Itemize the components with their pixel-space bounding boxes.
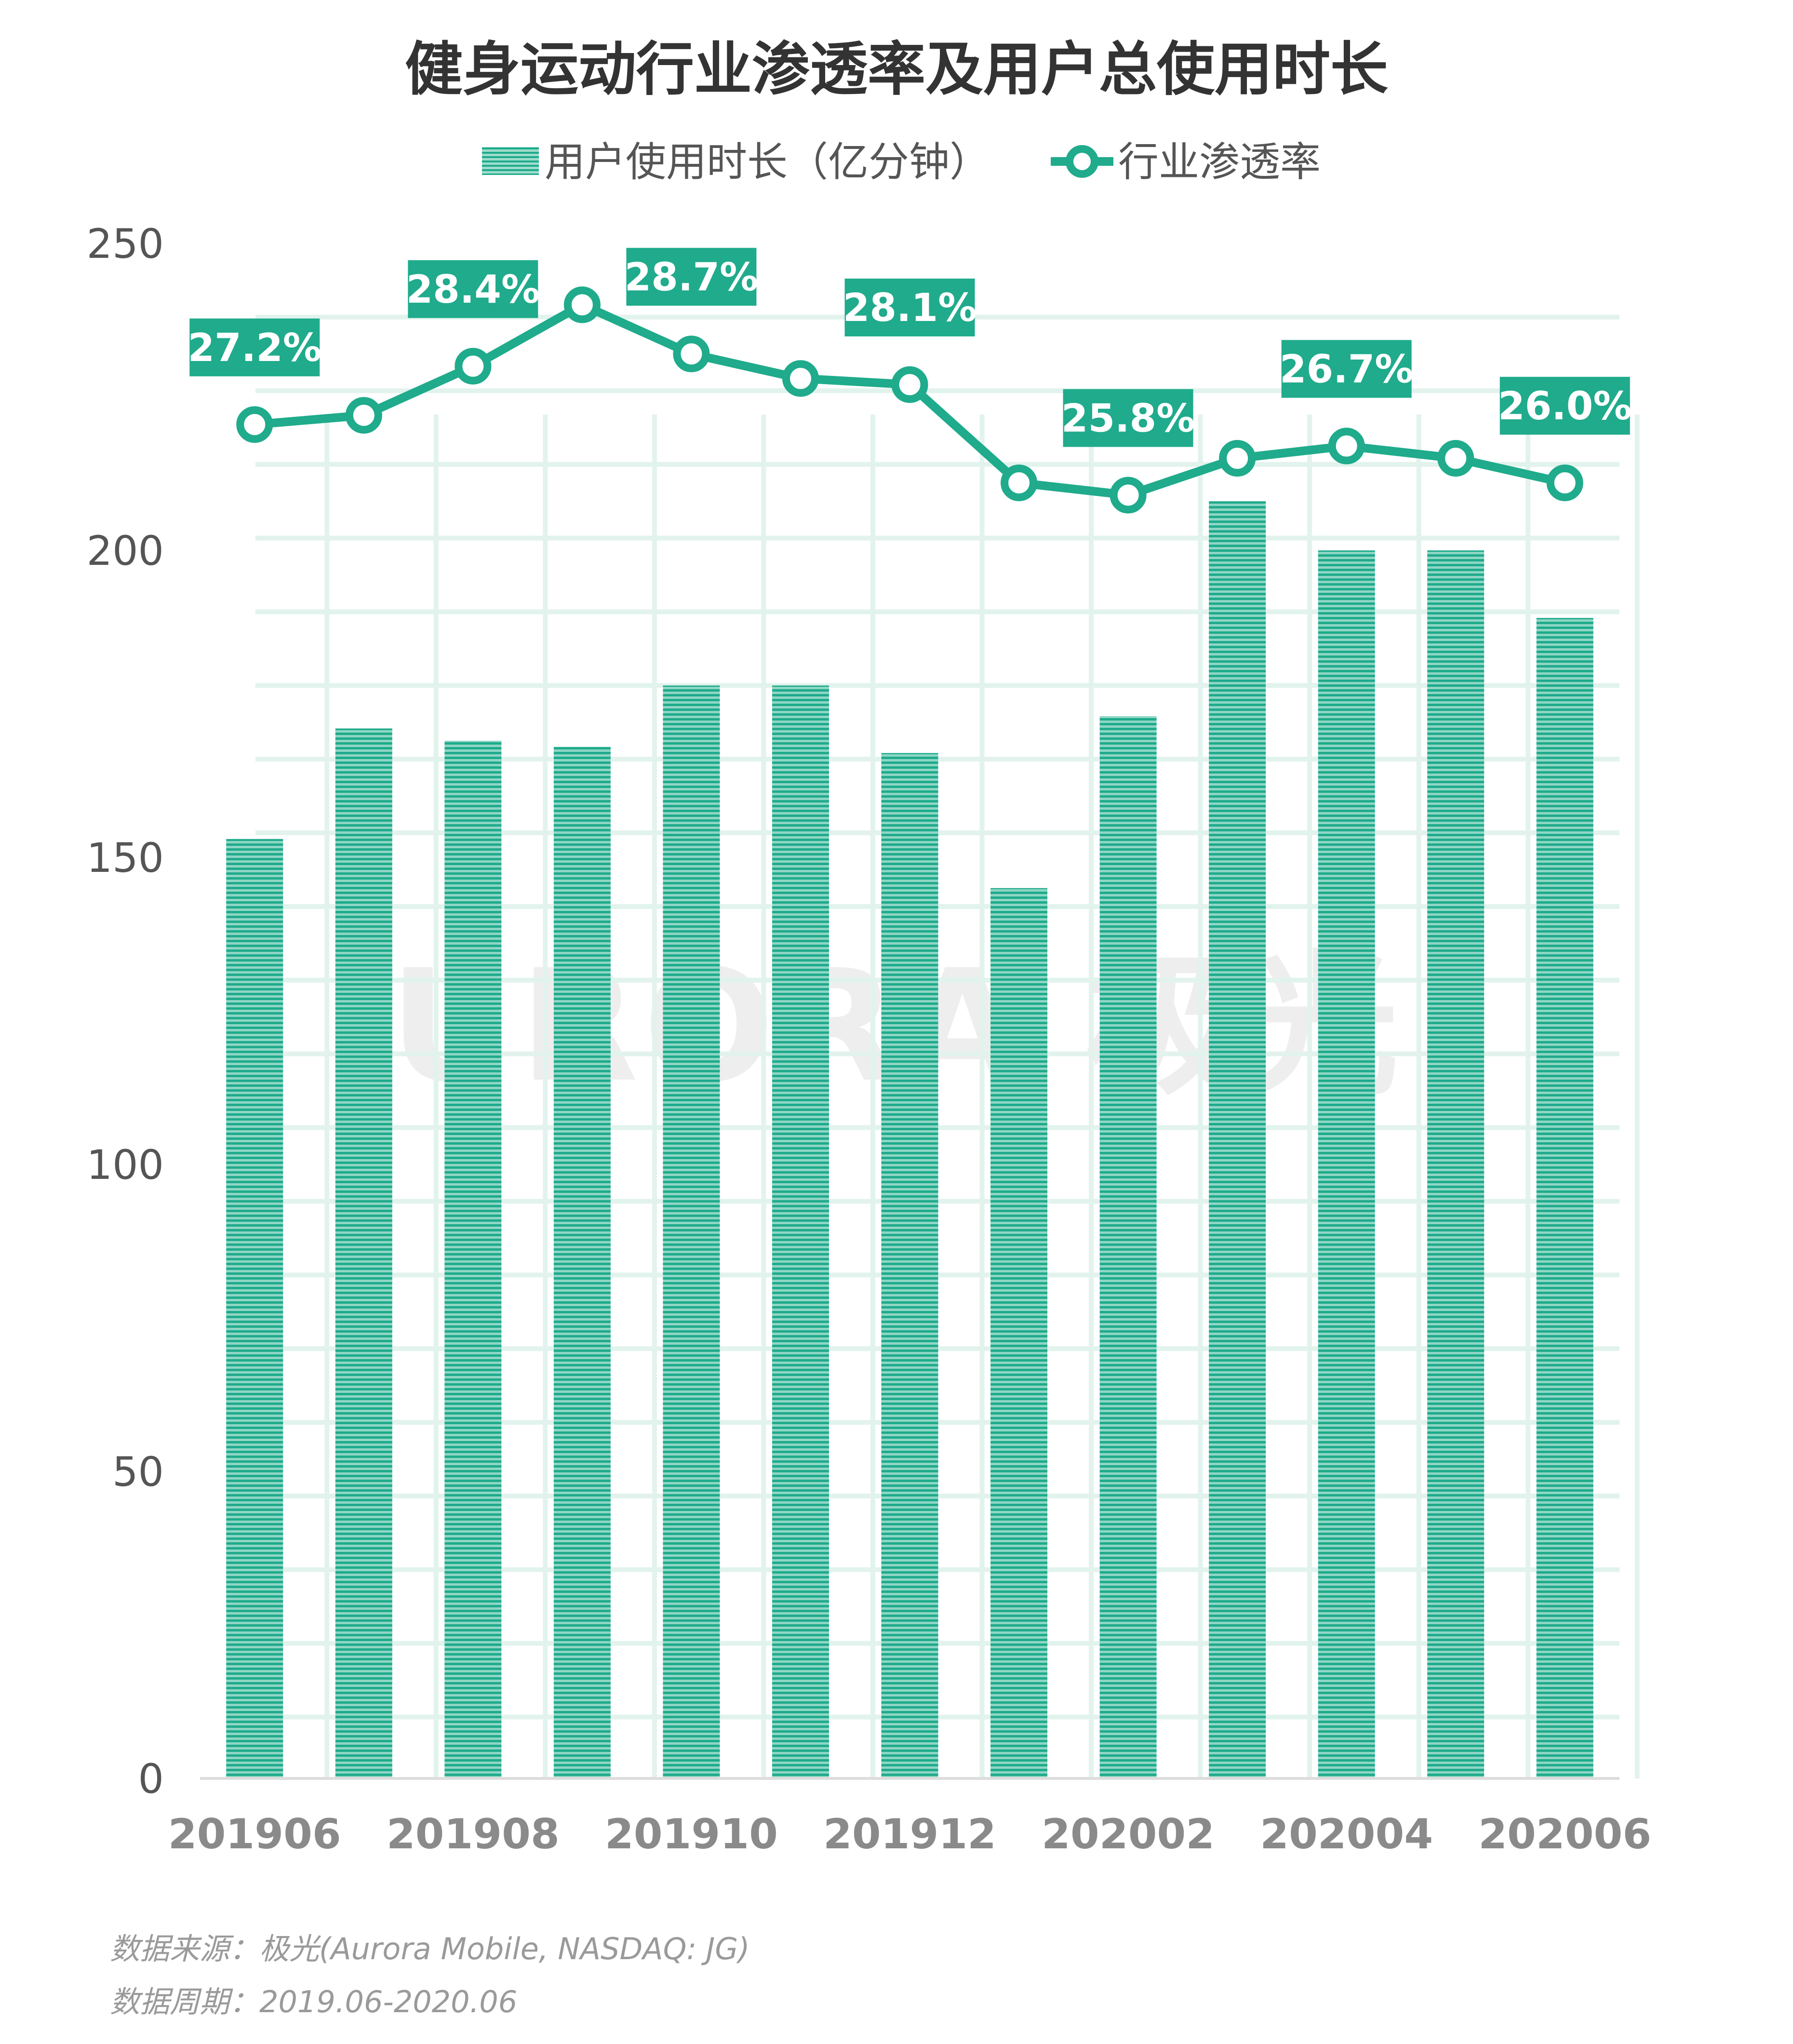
- line-point-201908: [455, 347, 492, 385]
- data-label-text: 26.7%: [1280, 347, 1414, 391]
- bar-201909: [553, 747, 611, 1778]
- data-label-text: 25.8%: [1061, 396, 1195, 441]
- y-tick-label: 200: [87, 527, 164, 574]
- line-point-202002: [1110, 477, 1147, 514]
- legend-line-label: 行业渗透率: [1118, 138, 1321, 186]
- line-point-202003: [1219, 440, 1256, 477]
- axes: 0 50 100 150 200 250 201906 201908 201910 201912 2…: [87, 220, 1652, 1858]
- data-label-text: 27.2%: [187, 325, 321, 370]
- data-label-202004: 26.7%: [1280, 340, 1414, 398]
- x-tick-label: 201906: [168, 1810, 341, 1858]
- x-tick-label: 201912: [823, 1810, 996, 1858]
- bar-201907: [335, 728, 392, 1778]
- data-label-box: [626, 248, 757, 306]
- data-label-box: [408, 260, 538, 318]
- line-point-201911: [782, 360, 819, 397]
- footer-period: 数据周期：2019.06-2020.06: [110, 1984, 517, 2019]
- line-point-202005: [1437, 440, 1474, 477]
- data-labels: 27.2% 28.4% 28.7% 28.1% 25.8% 26.7% 26.0%: [187, 248, 1632, 447]
- legend-line-marker: [1066, 145, 1098, 178]
- line-point-201907: [345, 397, 382, 434]
- line-point-201906: [236, 406, 273, 443]
- x-tick-label: 202006: [1478, 1810, 1651, 1858]
- bar-202003: [1209, 501, 1266, 1778]
- line-point-201910: [673, 335, 710, 373]
- y-tick-label: 50: [112, 1448, 164, 1496]
- bar-202002: [1099, 716, 1157, 1778]
- bar-201906: [226, 839, 283, 1778]
- data-label-201908: 28.4%: [406, 260, 540, 318]
- y-tick-label: 0: [138, 1755, 164, 1803]
- y-tick-label: 150: [87, 834, 164, 882]
- data-label-text: 28.7%: [625, 254, 759, 299]
- x-tick-label: 201908: [387, 1810, 560, 1858]
- legend-bar-swatch: [482, 147, 539, 175]
- bar-series: [226, 501, 1593, 1779]
- line-point-202006: [1546, 464, 1583, 501]
- data-label-box: [1499, 376, 1630, 435]
- data-label-201912: 28.1%: [843, 279, 977, 337]
- data-label-text: 28.4%: [406, 267, 540, 312]
- bar-201911: [772, 685, 829, 1778]
- data-label-201910: 28.7%: [625, 248, 759, 306]
- bar-202004: [1318, 550, 1375, 1778]
- bar-202006: [1536, 618, 1593, 1778]
- data-label-box: [844, 279, 975, 337]
- line-point-201912: [891, 366, 928, 403]
- bar-201912: [881, 753, 938, 1779]
- line-point-201909: [563, 286, 601, 323]
- data-label-text: 26.0%: [1498, 384, 1632, 428]
- data-label-box: [1063, 389, 1193, 447]
- footer-source: 数据来源：极光(Aurora Mobile, NASDAQ: JG): [110, 1931, 750, 1966]
- bar-201910: [663, 685, 720, 1778]
- bar-202001: [990, 888, 1048, 1778]
- data-label-text: 28.1%: [843, 285, 977, 330]
- bar-202005: [1427, 550, 1485, 1778]
- y-tick-label: 100: [87, 1141, 164, 1189]
- line-series: [236, 286, 1583, 514]
- data-label-box: [1281, 340, 1412, 398]
- chart-title: 健身运动行业渗透率及用户总使用时长: [405, 36, 1388, 103]
- data-label-201906: 27.2%: [187, 318, 321, 376]
- data-label-box: [189, 318, 320, 376]
- line-point-202004: [1328, 428, 1365, 465]
- x-tick-label: 202002: [1042, 1810, 1215, 1858]
- legend: 用户使用时长（亿分钟） 行业渗透率: [482, 138, 1321, 186]
- legend-bar-label: 用户使用时长（亿分钟）: [545, 138, 990, 186]
- data-label-202006: 26.0%: [1498, 376, 1632, 435]
- line-point-202001: [1001, 464, 1038, 501]
- y-tick-label: 250: [87, 220, 164, 267]
- data-label-202002: 25.8%: [1061, 389, 1195, 447]
- x-tick-label: 201910: [605, 1810, 778, 1858]
- x-tick-label: 202004: [1260, 1810, 1433, 1858]
- bar-201908: [444, 740, 502, 1778]
